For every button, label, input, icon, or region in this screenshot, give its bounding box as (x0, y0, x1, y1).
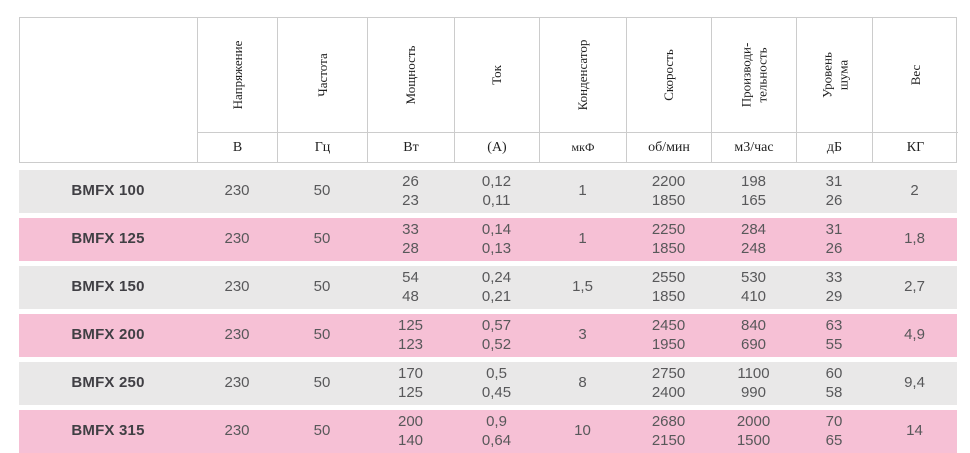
cell-weight: 14 (906, 422, 923, 440)
cell-weight: 1,8 (904, 230, 925, 248)
cell-power: 125 123 (397, 316, 424, 353)
header-unit-power: Вт (368, 133, 455, 162)
header-label-power-text: Мощность (403, 45, 419, 105)
header-label-power: Мощность (368, 18, 455, 133)
cell-airflow: 530 410 (740, 268, 767, 305)
header-label-frequency: Частота (278, 18, 368, 133)
cell-voltage: 230 (224, 230, 250, 248)
header-label-weight: Вес (873, 18, 958, 133)
cell-capacitor: 10 (574, 422, 591, 440)
cell-weight: 9,4 (904, 374, 925, 392)
row-model: BMFX 250 (71, 374, 145, 392)
cell-noise: 70 65 (825, 412, 843, 449)
cell-frequency: 50 (313, 422, 331, 440)
cell-power: 33 28 (402, 220, 419, 257)
spec-table: Напряжение Частота Мощность Ток Конденса… (19, 17, 958, 453)
header-label-voltage-text: Напряжение (229, 40, 245, 110)
cell-speed: 2750 2400 (651, 364, 686, 401)
cell-speed: 2250 1850 (651, 220, 686, 257)
header-cell-model-empty (20, 18, 198, 162)
header-label-current-text: Ток (489, 65, 505, 85)
header-label-speed-text: Скорость (661, 49, 677, 101)
cell-frequency: 50 (313, 182, 331, 200)
cell-current: 0,24 0,21 (481, 268, 512, 305)
cell-weight: 4,9 (904, 326, 925, 344)
cell-airflow: 1100 990 (737, 364, 770, 401)
cell-power: 26 23 (402, 172, 419, 209)
table-row-bmfx-250: BMFX 250 230 50 170 125 0,5 0,45 8 2750 … (19, 362, 957, 405)
cell-speed: 2680 2150 (651, 412, 686, 449)
table-row-bmfx-200: BMFX 200 230 50 125 123 0,57 0,52 3 2450… (19, 314, 957, 357)
cell-weight: 2,7 (904, 278, 925, 296)
row-model: BMFX 315 (71, 422, 145, 440)
cell-current: 0,9 0,64 (481, 412, 512, 449)
cell-power: 200 140 (397, 412, 424, 449)
header-unit-noise: дБ (797, 133, 873, 162)
table-row-bmfx-315: BMFX 315 230 50 200 140 0,9 0,64 10 2680… (19, 410, 957, 453)
header-label-capacitor: Конденсатор (540, 18, 627, 133)
header-unit-airflow: м3/час (712, 133, 797, 162)
table-row-bmfx-150: BMFX 150 230 50 54 48 0,24 0,21 1,5 2550… (19, 266, 957, 309)
header-unit-capacitor: мкФ (540, 133, 627, 162)
cell-noise: 63 55 (825, 316, 843, 353)
table-row-bmfx-125: BMFX 125 230 50 33 28 0,14 0,13 1 2250 1… (19, 218, 957, 261)
cell-voltage: 230 (224, 374, 250, 392)
table-header: Напряжение Частота Мощность Ток Конденса… (19, 17, 958, 163)
cell-voltage: 230 (224, 182, 250, 200)
cell-airflow: 284 248 (740, 220, 767, 257)
cell-noise: 33 29 (825, 268, 843, 305)
cell-voltage: 230 (224, 278, 250, 296)
header-unit-current: (А) (455, 133, 540, 162)
table-row-bmfx-100: BMFX 100 230 50 26 23 0,12 0,11 1 2200 1… (19, 170, 957, 213)
cell-frequency: 50 (313, 374, 331, 392)
header-label-frequency-text: Частота (314, 53, 330, 97)
cell-current: 0,5 0,45 (481, 364, 512, 401)
header-label-capacitor-text: Конденсатор (575, 39, 591, 111)
header-label-noise-text: Уровень шума (818, 52, 850, 98)
cell-speed: 2200 1850 (651, 172, 686, 209)
header-unit-voltage: В (198, 133, 278, 162)
row-model: BMFX 150 (71, 278, 145, 296)
header-unit-speed: об/мин (627, 133, 712, 162)
row-model: BMFX 200 (71, 326, 145, 344)
cell-speed: 2450 1950 (651, 316, 686, 353)
cell-airflow: 840 690 (740, 316, 767, 353)
cell-capacitor: 1 (578, 230, 587, 248)
cell-voltage: 230 (224, 326, 250, 344)
row-model: BMFX 100 (71, 182, 145, 200)
cell-capacitor: 8 (578, 374, 587, 392)
header-label-noise: Уровень шума (797, 18, 873, 133)
row-model: BMFX 125 (71, 230, 145, 248)
header-unit-frequency: Гц (278, 133, 368, 162)
cell-weight: 2 (910, 182, 919, 200)
cell-capacitor: 1 (578, 182, 587, 200)
table-body: BMFX 100 230 50 26 23 0,12 0,11 1 2200 1… (19, 170, 957, 453)
cell-speed: 2550 1850 (651, 268, 686, 305)
cell-frequency: 50 (313, 230, 331, 248)
header-label-weight-text: Вес (907, 64, 923, 86)
cell-capacitor: 3 (578, 326, 587, 344)
cell-airflow: 2000 1500 (736, 412, 771, 449)
cell-frequency: 50 (313, 326, 331, 344)
cell-current: 0,14 0,13 (481, 220, 512, 257)
header-label-voltage: Напряжение (198, 18, 278, 133)
cell-power: 170 125 (397, 364, 424, 401)
header-label-airflow-text: Производи- тельность (738, 42, 769, 108)
cell-voltage: 230 (224, 422, 250, 440)
cell-capacitor: 1,5 (572, 278, 593, 296)
cell-airflow: 198 165 (740, 172, 767, 209)
cell-noise: 31 26 (825, 172, 843, 209)
header-label-airflow: Производи- тельность (712, 18, 797, 133)
header-label-current: Ток (455, 18, 540, 133)
cell-frequency: 50 (313, 278, 331, 296)
cell-noise: 31 26 (825, 220, 843, 257)
header-label-speed: Скорость (627, 18, 712, 133)
cell-current: 0,57 0,52 (481, 316, 512, 353)
header-unit-weight: КГ (906, 139, 925, 155)
cell-noise: 60 58 (825, 364, 843, 401)
cell-power: 54 48 (402, 268, 419, 305)
cell-current: 0,12 0,11 (481, 172, 512, 209)
